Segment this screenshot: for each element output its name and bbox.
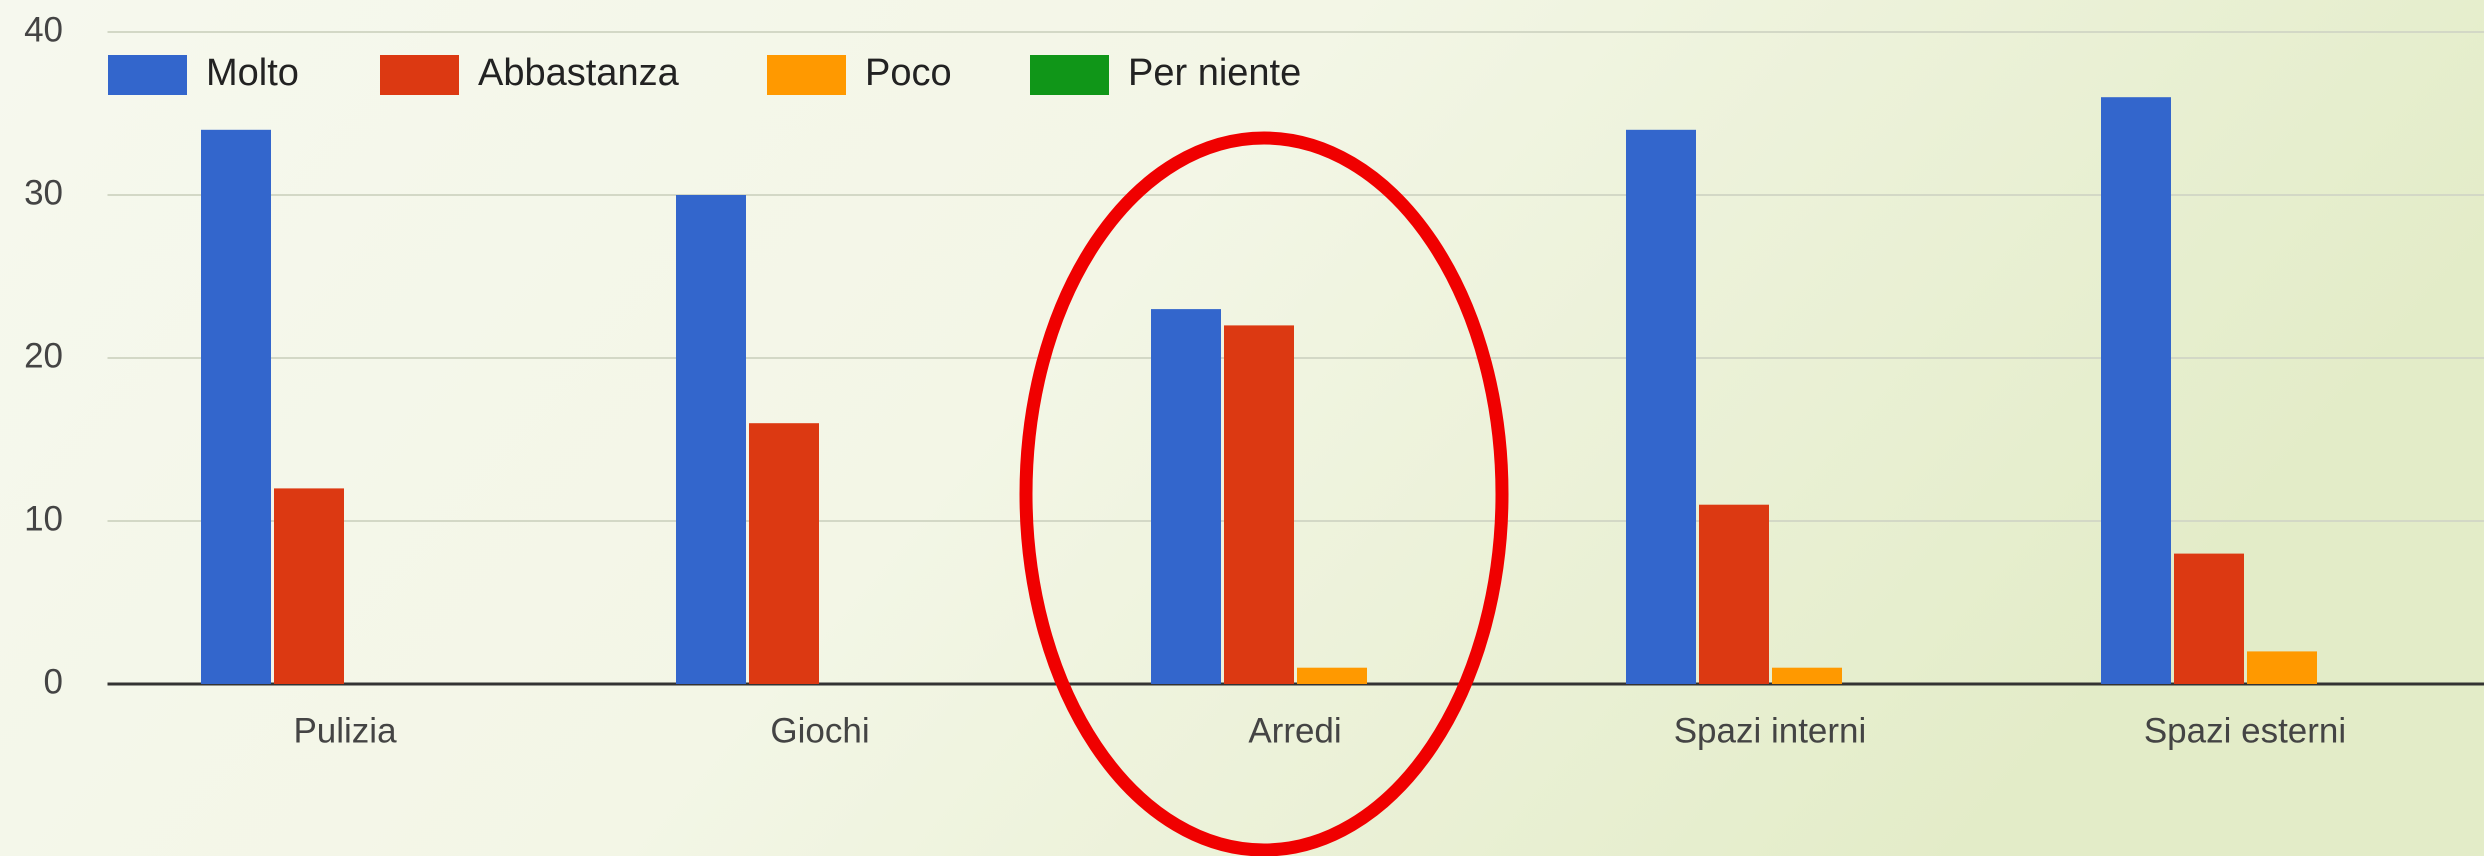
bar <box>676 195 746 684</box>
bar <box>1151 309 1221 684</box>
legend-label: Molto <box>206 52 299 94</box>
y-tick-label: 10 <box>24 499 63 538</box>
bar <box>1626 129 1696 685</box>
legend-swatch <box>767 55 846 95</box>
bar <box>1699 504 1769 684</box>
x-tick-label: Spazi esterni <box>2144 711 2346 750</box>
y-tick-label: 40 <box>24 10 63 49</box>
bar <box>274 488 344 684</box>
legend-label: Abbastanza <box>478 52 680 94</box>
bar <box>1224 325 1294 684</box>
bar <box>749 423 819 684</box>
plot: 0 10 20 30 40 Pulizia Giochi Arredi Spazi intern… <box>24 10 2484 750</box>
legend-swatch <box>380 55 459 95</box>
highlight-ellipse <box>1019 131 1509 856</box>
legend-swatch <box>108 55 187 95</box>
bar <box>1297 667 1367 684</box>
y-tick-label: 20 <box>24 336 63 375</box>
x-tick-label: Pulizia <box>293 711 397 750</box>
legend-label: Per niente <box>1128 52 1301 94</box>
bar <box>201 129 271 685</box>
bar <box>1772 667 1842 684</box>
x-tick-label: Giochi <box>770 711 869 750</box>
y-tick-label: 30 <box>24 173 63 212</box>
y-tick-label: 0 <box>44 662 63 701</box>
legend-swatch <box>1030 55 1109 95</box>
x-tick-label: Arredi <box>1248 711 1341 750</box>
x-tick-label: Spazi interni <box>1674 711 1867 750</box>
bar <box>2101 97 2171 684</box>
legend-label: Poco <box>865 52 952 94</box>
bar <box>2174 553 2244 684</box>
bar <box>2247 651 2317 684</box>
